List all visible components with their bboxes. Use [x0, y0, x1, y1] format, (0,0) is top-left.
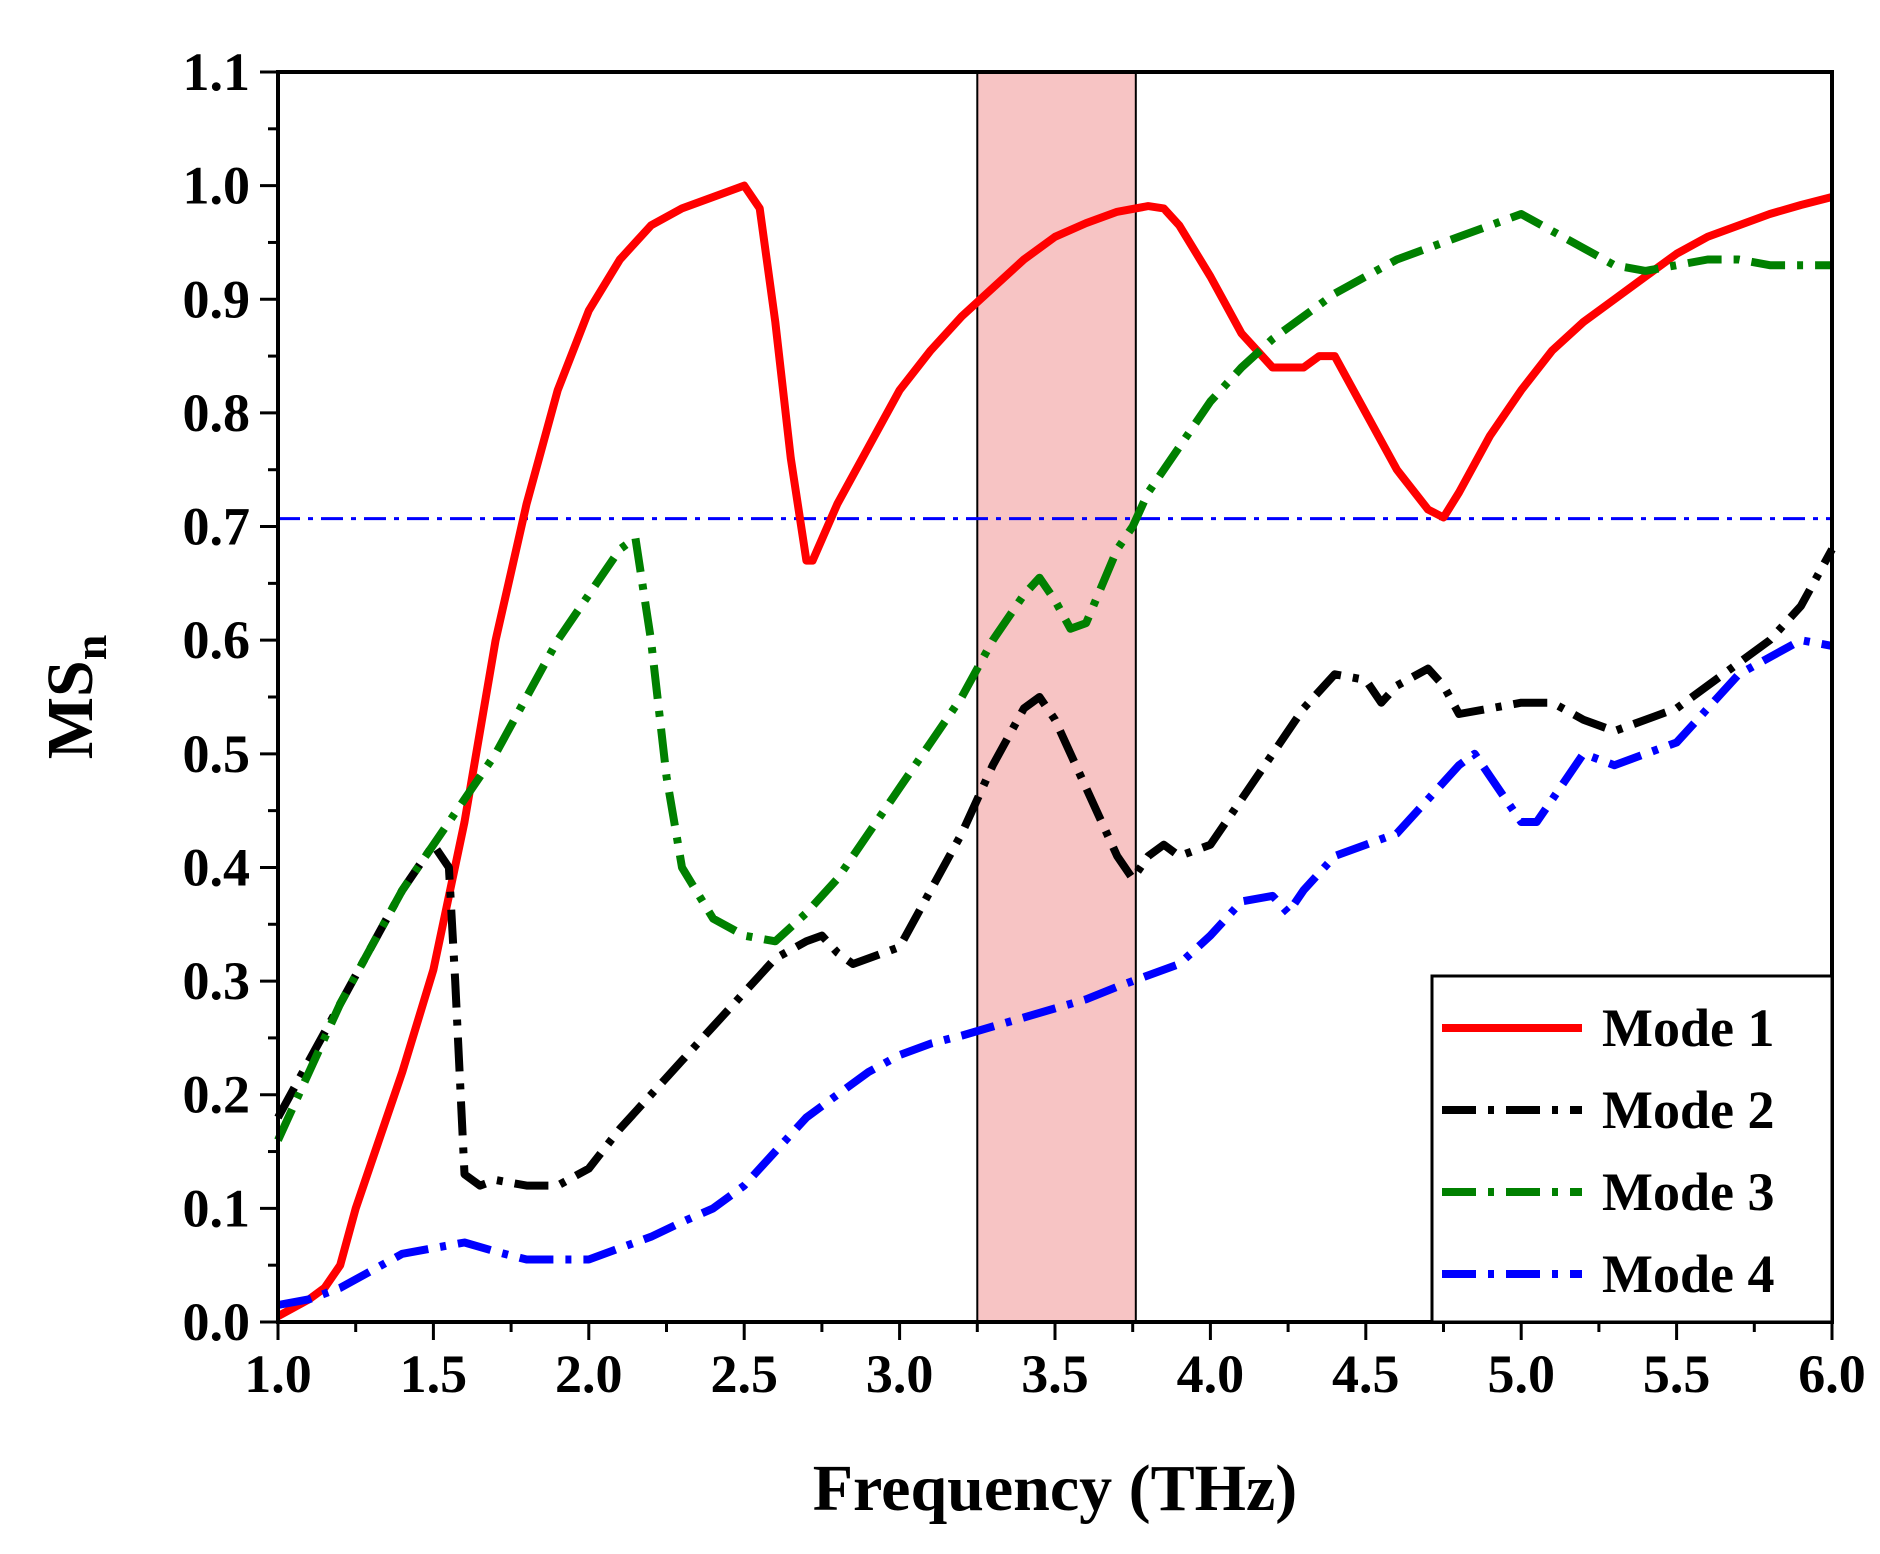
highlight-band: [977, 72, 1136, 1322]
series-line-mode-1: [276, 181, 1833, 1320]
legend-label-mode-1: Mode 1: [1602, 998, 1774, 1058]
y-tick-label: 1.0: [183, 156, 251, 216]
series-line-mode-2: [274, 547, 1836, 1190]
legend-label-mode-2: Mode 2: [1602, 1080, 1774, 1140]
x-tick-label: 5.5: [1643, 1344, 1711, 1404]
x-tick-label: 2.0: [555, 1344, 623, 1404]
y-tick-label: 0.6: [183, 610, 251, 670]
x-tick-label: 1.0: [244, 1344, 312, 1404]
y-tick-label: 0.8: [183, 383, 251, 443]
x-tick-label: 5.0: [1487, 1344, 1555, 1404]
series-line-mode-3: [274, 210, 1832, 1142]
y-tick-label: 0.4: [183, 837, 251, 897]
y-axis-title: MSn: [34, 635, 116, 760]
y-tick-label: 0.7: [183, 497, 251, 557]
axis-ticks: 1.0 1.5 2.0 2.5 3.0 3.5 4.0 4.5 5.0 5.5 6.0 0.0 0.1 0…: [183, 42, 1866, 1404]
highlight-band-group: [976, 72, 1137, 1322]
y-tick-label: 0.9: [183, 269, 251, 329]
legend-label-mode-3: Mode 3: [1602, 1162, 1774, 1222]
y-tick-label: 0.1: [183, 1178, 251, 1238]
x-tick-label: 3.5: [1021, 1344, 1089, 1404]
y-tick-label: 0.0: [183, 1292, 251, 1352]
x-tick-label: 6.0: [1798, 1344, 1866, 1404]
x-tick-label: 4.5: [1332, 1344, 1400, 1404]
x-axis-title: Frequency (THz): [813, 1452, 1298, 1525]
legend: Mode 1 Mode 2 Mode 3 Mode 4: [1430, 974, 1834, 1324]
x-tick-label: 2.5: [710, 1344, 778, 1404]
x-tick-label: 1.5: [400, 1344, 468, 1404]
series-line-mode-4: [277, 636, 1833, 1309]
series-group: [274, 181, 1836, 1320]
legend-box: [1430, 974, 1834, 1324]
y-tick-label: 1.1: [183, 42, 251, 102]
y-tick-label: 0.3: [183, 951, 251, 1011]
y-axis-title-main: MS: [34, 660, 107, 759]
y-tick-label: 0.5: [183, 724, 251, 784]
x-tick-label: 4.0: [1177, 1344, 1245, 1404]
legend-label-mode-4: Mode 4: [1602, 1244, 1774, 1304]
y-tick-label: 0.2: [183, 1065, 251, 1125]
y-axis-title-subscript: n: [65, 635, 116, 661]
x-tick-label: 3.0: [866, 1344, 934, 1404]
